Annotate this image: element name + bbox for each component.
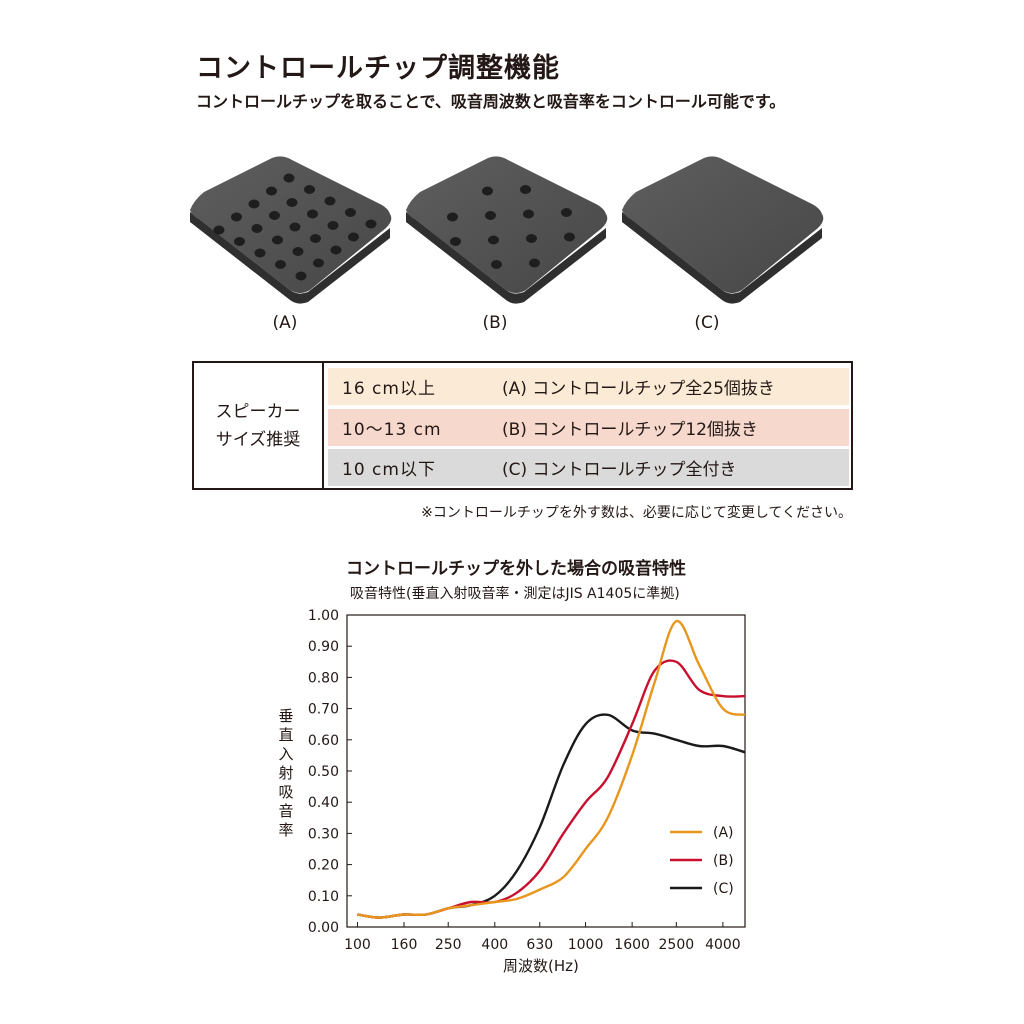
x-tick-label: 4000: [705, 937, 741, 953]
chip-hole: [310, 234, 321, 243]
x-tick-label: 630: [526, 937, 553, 953]
row-chip: (A) コントロールチップ全25個抜き: [502, 379, 775, 399]
y-tick-label: 0.20: [308, 858, 339, 874]
chip-hole: [520, 185, 531, 194]
chart-subtitle: 吸音特性(垂直入射吸音率・測定はJIS A1405に準拠): [350, 586, 680, 602]
chip-hole: [324, 196, 336, 206]
chip-hole: [523, 209, 534, 219]
tile-b-label: (B): [482, 313, 508, 333]
legend-label: (B): [713, 853, 734, 869]
plot-frame: [346, 614, 746, 928]
table-header: スピーカー サイズ推奨: [194, 363, 324, 488]
row-size: 10 cm以下: [342, 460, 436, 480]
y-axis-label: 垂直入射吸音率: [278, 707, 294, 839]
x-tick-label: 250: [435, 937, 462, 953]
speaker-size-table: スピーカー サイズ推奨 16 cm以上 (A) コントロールチップ全25個抜き …: [192, 361, 853, 490]
series-line-a: [357, 620, 746, 919]
y-tick-label: 1.00: [308, 608, 339, 624]
page-title: コントロールチップ調整機能: [196, 53, 560, 84]
header-line-1: スピーカー: [215, 401, 301, 422]
tile-c-label: (C): [694, 313, 720, 333]
tile-c-image: [622, 156, 824, 304]
chip-hole: [251, 224, 263, 233]
table-row: 16 cm以上 (A) コントロールチップ全25個抜き: [328, 368, 849, 405]
chip-hole: [485, 211, 496, 220]
y-tick-label: 0.40: [308, 795, 339, 811]
chip-hole: [286, 198, 298, 207]
chip-hole: [248, 199, 260, 209]
chip-hole: [345, 208, 356, 217]
chip-hole: [327, 221, 339, 230]
y-tick-label: 0.00: [308, 920, 339, 936]
chip-hole: [213, 225, 225, 235]
tile-b-image: [406, 156, 608, 304]
x-tick-label: 100: [344, 937, 371, 953]
chip-hole: [254, 248, 266, 258]
chip-hole: [266, 186, 277, 196]
row-size: 16 cm以上: [342, 379, 436, 399]
chip-hole: [272, 235, 283, 245]
y-tick-label: 0.10: [308, 889, 339, 905]
y-tick-label: 0.80: [308, 670, 339, 686]
row-chip: (C) コントロールチップ全付き: [502, 460, 737, 480]
row-size: 10〜13 cm: [342, 420, 442, 440]
y-tick-label: 0.50: [308, 764, 339, 780]
tile-a-label: (A): [272, 313, 298, 333]
series-line-b: [357, 659, 746, 919]
chip-hole: [482, 186, 493, 196]
chip-hole: [283, 173, 295, 183]
tile-a-image: [190, 156, 392, 304]
chip-hole: [307, 209, 318, 219]
y-tick-label: 0.60: [308, 733, 339, 749]
chip-hole: [447, 212, 458, 222]
table-row: 10 cm以下 (C) コントロールチップ全付き: [328, 449, 849, 486]
control-chip-tiles: [190, 156, 824, 304]
chip-hole: [450, 237, 461, 246]
chip-hole: [292, 247, 304, 256]
x-tick-label: 2500: [659, 937, 695, 953]
absorption-chart: 0.00 0.10 0.20 0.30 0.40 0.50 0.60 0.70 0.80 0.90…: [308, 608, 746, 953]
chip-hole: [304, 185, 315, 194]
chip-hole: [365, 219, 377, 229]
chip-hole: [526, 234, 537, 243]
table-row: 10〜13 cm (B) コントロールチップ12個抜き: [328, 409, 849, 446]
chip-hole: [295, 271, 307, 281]
chip-hole: [269, 211, 280, 220]
x-tick-label: 1000: [568, 937, 604, 953]
chart-title: コントロールチップを外した場合の吸音特性: [346, 559, 686, 579]
x-tick-label: 1600: [614, 937, 650, 953]
y-tick-label: 0.30: [308, 826, 339, 842]
chip-hole: [330, 245, 342, 255]
y-tick-label: 0.90: [308, 639, 339, 655]
footnote: ※コントロールチップを外す数は、必要に応じて変更してください。: [421, 505, 852, 521]
legend-label: (C): [713, 881, 734, 897]
page-subtitle: コントロールチップを取ることで、吸音周波数と吸音率をコントロール可能です。: [196, 92, 786, 111]
x-tick-label: 160: [391, 937, 418, 953]
chip-hole: [529, 258, 540, 268]
chip-hole: [313, 258, 324, 268]
chip-hole: [231, 212, 242, 222]
legend-label: (A): [713, 825, 734, 841]
chip-hole: [289, 222, 301, 232]
header-line-2: サイズ推奨: [215, 429, 301, 450]
row-chip: (B) コントロールチップ12個抜き: [502, 420, 758, 440]
chip-hole: [564, 232, 575, 242]
chip-hole: [234, 237, 245, 246]
chip-hole: [491, 260, 502, 269]
y-tick-label: 0.70: [308, 702, 339, 718]
chip-hole: [488, 235, 499, 245]
x-tick-label: 400: [481, 937, 508, 953]
x-axis-label: 周波数(Hz): [503, 957, 579, 975]
chip-hole: [348, 232, 359, 242]
chip-hole: [275, 260, 286, 269]
chip-hole: [561, 208, 572, 217]
